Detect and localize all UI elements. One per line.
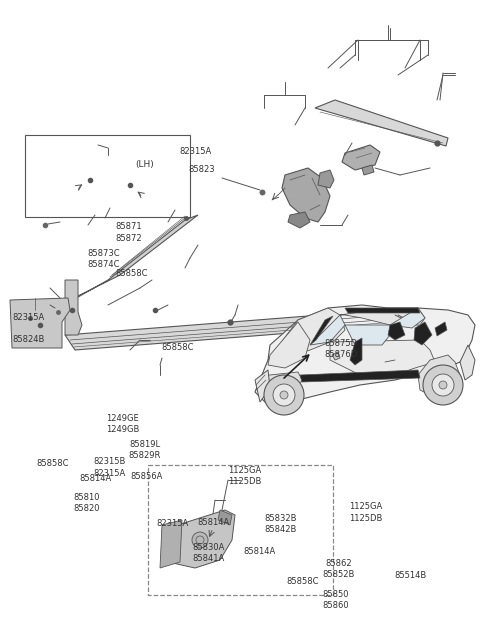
Text: 85850
85860: 85850 85860 [323,590,349,610]
Text: 85814A: 85814A [243,547,276,556]
Text: 85858C: 85858C [286,577,319,586]
Polygon shape [10,298,70,348]
Text: 85862
85852B: 85862 85852B [322,559,355,579]
Polygon shape [390,308,425,328]
Text: 85871
85872: 85871 85872 [115,222,142,243]
Text: 85832B
85842B: 85832B 85842B [264,514,297,534]
Text: 85856A: 85856A [130,472,163,481]
Polygon shape [418,355,460,395]
Circle shape [273,384,295,406]
Polygon shape [268,322,310,368]
Text: 1125GA
1125DB: 1125GA 1125DB [349,503,383,522]
Polygon shape [310,316,333,345]
Text: 82315A: 82315A [179,147,212,156]
Text: 85873C
85874C: 85873C 85874C [87,249,120,269]
Polygon shape [362,165,374,175]
Circle shape [192,532,208,548]
Polygon shape [218,510,232,525]
Circle shape [432,374,454,396]
Text: 82315A: 82315A [12,313,44,322]
Text: 85810
85820: 85810 85820 [73,493,100,513]
Text: 85514B: 85514B [394,571,427,579]
Polygon shape [20,215,198,330]
Polygon shape [315,100,448,146]
Polygon shape [460,345,475,380]
Polygon shape [255,305,475,405]
Polygon shape [388,322,405,340]
Polygon shape [310,315,345,345]
Circle shape [264,375,304,415]
Polygon shape [342,145,380,170]
Polygon shape [268,308,345,360]
Bar [25,135,190,217]
Text: 1125GA
1125DB: 1125GA 1125DB [228,466,262,486]
Polygon shape [330,340,435,375]
Polygon shape [414,322,432,345]
Text: 82315A: 82315A [156,519,189,528]
Text: 85814A: 85814A [197,518,230,527]
Polygon shape [268,372,302,398]
Polygon shape [435,322,447,336]
Text: 85830A
85841A: 85830A 85841A [192,543,225,563]
Bar [148,465,333,595]
Text: (LH): (LH) [135,160,155,169]
Polygon shape [282,168,330,222]
Text: 85858C: 85858C [36,459,69,468]
Polygon shape [345,308,420,313]
Polygon shape [340,308,425,325]
Text: 82315B
82315A: 82315B 82315A [93,458,126,478]
Polygon shape [350,338,362,365]
Polygon shape [160,520,182,568]
Text: 85858C: 85858C [161,343,194,352]
Polygon shape [162,510,235,568]
Text: 85875D
85876D: 85875D 85876D [324,339,358,359]
Polygon shape [332,352,340,360]
Text: 85858C: 85858C [116,269,148,278]
Polygon shape [300,370,420,382]
Polygon shape [65,280,82,335]
Polygon shape [255,370,270,402]
Text: 85814A: 85814A [80,474,112,482]
Polygon shape [65,310,395,350]
Polygon shape [318,170,334,188]
Circle shape [423,365,463,405]
Circle shape [439,381,447,389]
Circle shape [280,391,288,399]
Polygon shape [288,212,310,228]
Polygon shape [345,325,390,345]
Text: 85823: 85823 [188,166,215,174]
Text: 85819L
85829R: 85819L 85829R [129,440,161,460]
Text: 1249GE
1249GB: 1249GE 1249GB [106,414,139,434]
Text: 85824B: 85824B [12,335,44,344]
